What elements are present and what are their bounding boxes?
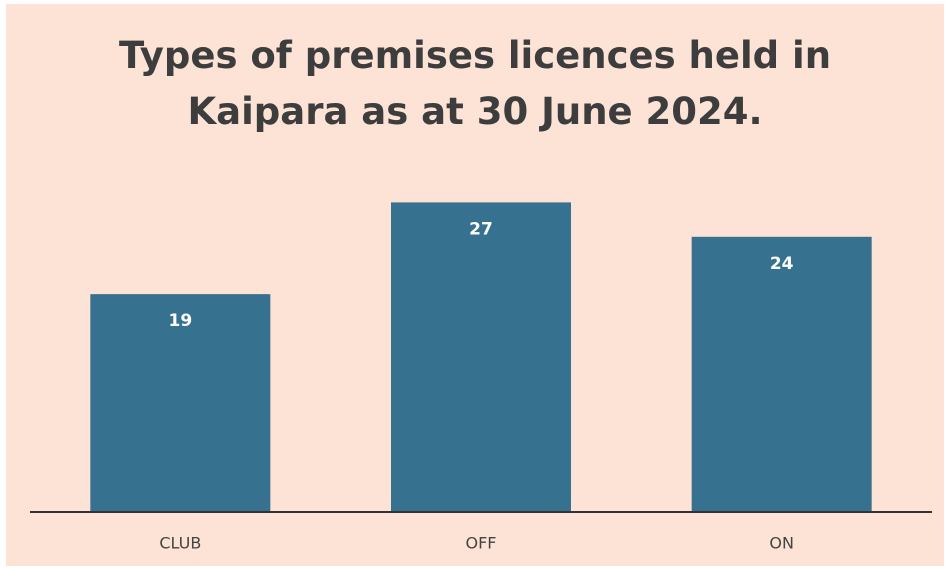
bar (90, 294, 271, 512)
bar (391, 202, 571, 512)
value-label: 19 (168, 311, 192, 331)
chart-title-box: Types of premises licences held in Kaipa… (6, 28, 944, 140)
x-tick-label: ON (769, 534, 794, 553)
x-tick-label: OFF (466, 534, 497, 553)
bar (691, 236, 872, 513)
value-label: 27 (469, 219, 493, 239)
x-tick-label: CLUB (159, 534, 201, 553)
value-label: 24 (770, 254, 794, 274)
chart-title: Types of premises licences held in Kaipa… (118, 34, 832, 133)
